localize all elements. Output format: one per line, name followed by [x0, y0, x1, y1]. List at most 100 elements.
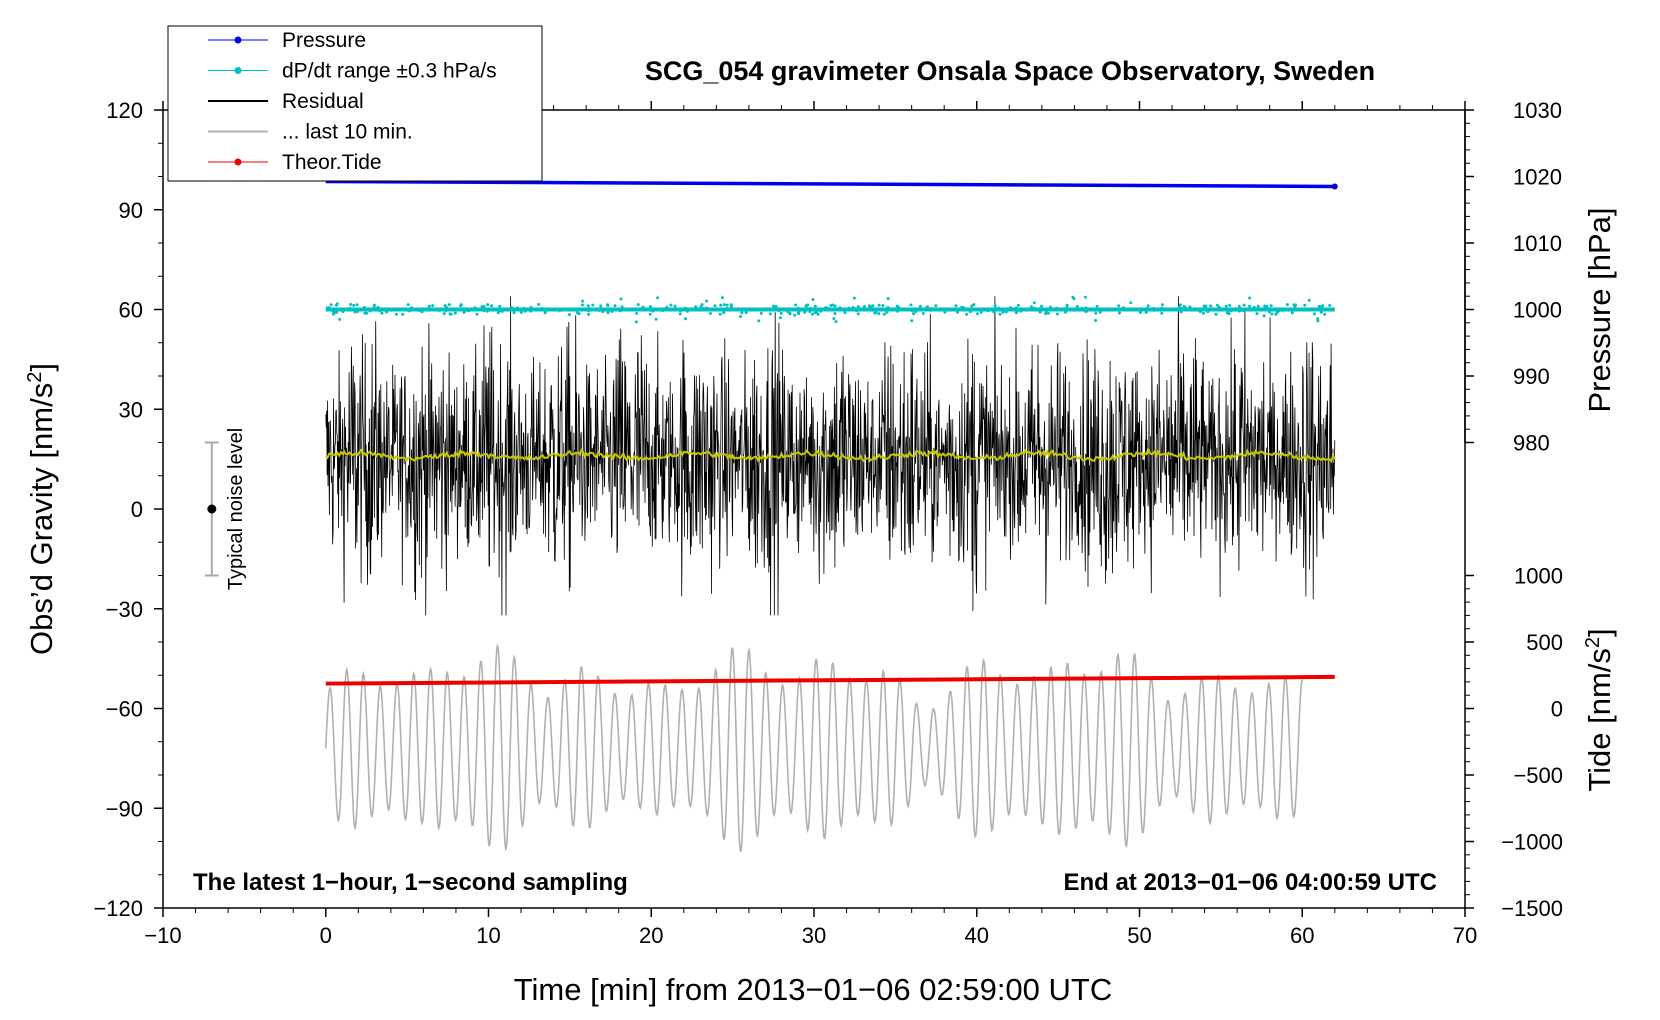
dpdt-point — [1206, 310, 1210, 314]
dpdt-point — [651, 309, 655, 313]
x-tick-label: 60 — [1290, 923, 1314, 948]
dpdt-point — [355, 303, 359, 307]
dpdt-point — [705, 306, 709, 310]
dpdt-point — [1316, 319, 1320, 323]
dpdt-point — [884, 307, 888, 311]
dpdt-point — [1256, 304, 1260, 308]
dpdt-point — [420, 310, 424, 314]
pressure-axis-right: 980 990 1000 1010 1020 1030 — [1464, 98, 1562, 456]
dpdt-point — [833, 304, 837, 308]
dpdt-point — [1323, 312, 1327, 316]
dpdt-point — [796, 306, 800, 310]
dpdt-point — [934, 304, 938, 308]
dpdt-point — [558, 309, 562, 312]
tide-tick-label: −1500 — [1501, 896, 1563, 921]
dpdt-point — [1234, 307, 1238, 311]
dpdt-point — [1215, 303, 1219, 307]
dpdt-point — [1307, 298, 1311, 302]
tide-tick-label: −500 — [1513, 763, 1563, 788]
dpdt-point — [965, 312, 969, 316]
dpdt-point — [335, 310, 339, 314]
dpdt-point — [793, 313, 797, 317]
dpdt-point — [1087, 308, 1091, 312]
dpdt-point — [1328, 304, 1332, 307]
dpdt-point — [673, 304, 677, 308]
dpdt-point — [1019, 309, 1023, 313]
dpdt-point — [634, 320, 638, 324]
dpdt-point — [353, 310, 357, 314]
dpdt-point — [986, 309, 990, 313]
dpdt-point — [329, 303, 333, 307]
dpdt-point — [431, 304, 435, 308]
dpdt-point — [992, 310, 996, 314]
dpdt-point — [862, 305, 866, 308]
dpdt-point — [943, 310, 947, 314]
dpdt-point — [1314, 308, 1318, 312]
dpdt-point — [1130, 308, 1134, 312]
dpdt-point — [1242, 303, 1246, 307]
theor-tide-series — [325, 674, 1335, 686]
legend-label: dP/dt range ±0.3 hPa/s — [282, 60, 497, 83]
dpdt-point — [1241, 309, 1245, 313]
dpdt-point — [929, 307, 933, 310]
dpdt-point — [702, 306, 705, 310]
dpdt-point — [606, 304, 610, 307]
dpdt-point — [832, 307, 836, 311]
dpdt-point — [1013, 307, 1016, 311]
dpdt-point — [918, 304, 922, 308]
dpdt-point — [1294, 303, 1298, 307]
dpdt-point — [843, 311, 847, 315]
dpdt-point — [537, 303, 541, 306]
sampling-annotation: The latest 1−hour, 1−second sampling — [193, 869, 628, 896]
dpdt-point — [979, 310, 983, 314]
dpdt-point — [1033, 307, 1037, 311]
dpdt-point — [813, 304, 817, 308]
dpdt-point — [1319, 310, 1323, 314]
dpdt-point — [1118, 311, 1121, 315]
dpdt-point — [417, 309, 421, 312]
dpdt-point — [1084, 306, 1088, 310]
dpdt-point — [338, 317, 342, 321]
dpdt-point — [869, 306, 873, 310]
legend-box — [167, 25, 543, 182]
dpdt-point — [918, 307, 922, 311]
dpdt-point — [719, 303, 723, 307]
dpdt-point — [442, 312, 446, 316]
dpdt-point — [1274, 312, 1278, 316]
last-10-min-series — [325, 643, 1304, 853]
dpdt-point — [709, 312, 712, 315]
dpdt-point — [773, 307, 777, 311]
dpdt-point — [580, 307, 584, 311]
dpdt-point — [720, 296, 724, 300]
dpdt-point — [1248, 296, 1252, 300]
dpdt-point — [808, 306, 812, 310]
dpdt-point — [482, 306, 486, 310]
dpdt-point — [824, 306, 828, 310]
dpdt-point — [910, 308, 914, 312]
tide-axis-right: −1500 −1000 −500 0 500 1000 — [1465, 564, 1563, 921]
dpdt-point — [378, 309, 382, 313]
legend-marker — [234, 67, 242, 74]
dpdt-point — [805, 306, 809, 310]
dpdt-point — [808, 310, 812, 313]
dpdt-point — [658, 307, 662, 311]
tide-axis-title: Tide [nm/s2] — [1582, 628, 1617, 791]
dpdt-point — [685, 308, 689, 311]
dpdt-point — [490, 304, 494, 308]
dpdt-point — [543, 311, 547, 315]
dpdt-point — [909, 303, 913, 307]
dpdt-point — [1008, 306, 1012, 310]
dpdt-point — [1032, 301, 1036, 305]
tide-tick-label: 1000 — [1514, 564, 1563, 589]
tide-line — [325, 674, 1335, 686]
dpdt-point — [390, 308, 394, 312]
dpdt-point — [1173, 308, 1177, 312]
dpdt-point — [678, 312, 682, 316]
dpdt-point — [587, 312, 590, 316]
dpdt-point — [1205, 307, 1209, 311]
dpdt-point — [722, 311, 726, 315]
dpdt-point — [856, 305, 860, 309]
dpdt-point — [406, 303, 410, 307]
dpdt-point — [443, 304, 447, 308]
dpdt-point — [1262, 314, 1266, 318]
